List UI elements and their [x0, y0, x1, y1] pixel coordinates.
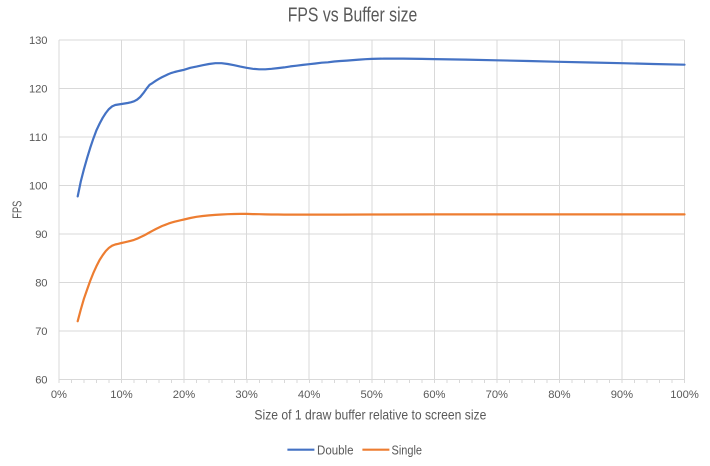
svg-text:100: 100: [29, 181, 48, 193]
svg-text:40%: 40%: [298, 389, 320, 401]
svg-text:20%: 20%: [173, 389, 195, 401]
svg-text:60: 60: [35, 375, 47, 387]
svg-text:FPS: FPS: [10, 200, 25, 218]
svg-text:80: 80: [35, 278, 47, 290]
svg-text:60%: 60%: [423, 389, 445, 401]
svg-text:Double: Double: [317, 442, 354, 457]
svg-text:50%: 50%: [360, 389, 382, 401]
svg-text:70: 70: [35, 326, 47, 338]
svg-text:10%: 10%: [110, 389, 132, 401]
svg-text:0%: 0%: [51, 389, 67, 401]
svg-text:130: 130: [29, 35, 48, 47]
svg-text:80%: 80%: [548, 389, 570, 401]
svg-text:120: 120: [29, 84, 48, 96]
svg-text:30%: 30%: [235, 389, 257, 401]
svg-text:110: 110: [29, 132, 48, 144]
svg-text:Size of 1 draw buffer relative: Size of 1 draw buffer relative to screen…: [254, 408, 486, 423]
svg-text:70%: 70%: [486, 389, 508, 401]
svg-text:FPS vs Buffer size: FPS vs Buffer size: [288, 3, 418, 26]
svg-text:90%: 90%: [611, 389, 633, 401]
svg-text:100%: 100%: [670, 389, 699, 401]
svg-text:90: 90: [35, 229, 47, 241]
svg-text:Single: Single: [392, 442, 423, 457]
